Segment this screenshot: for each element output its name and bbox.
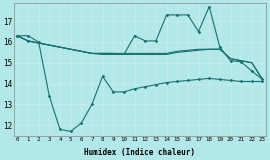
X-axis label: Humidex (Indice chaleur): Humidex (Indice chaleur)	[85, 148, 195, 156]
